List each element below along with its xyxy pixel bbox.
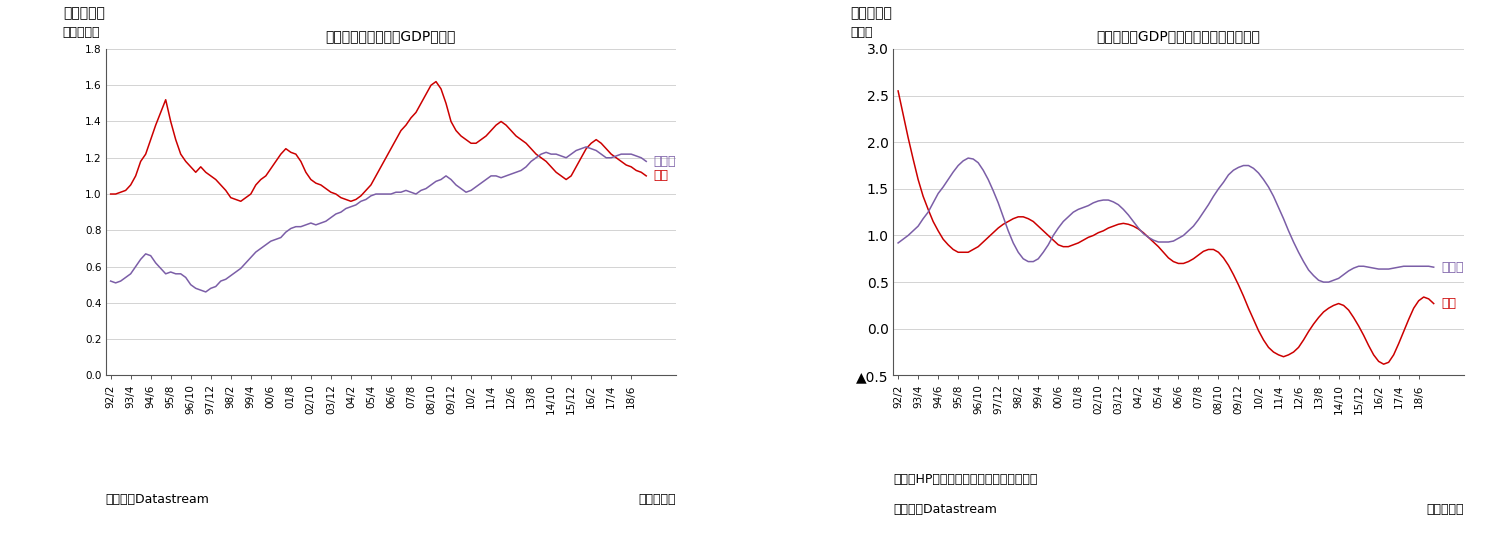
Title: 日独のドル建て名目GDPの推移: 日独のドル建て名目GDPの推移: [326, 29, 456, 44]
Text: （％）: （％）: [850, 26, 872, 39]
Text: 日本: 日本: [653, 169, 668, 182]
Text: ドイツ: ドイツ: [653, 155, 676, 168]
Text: （兆ドル）: （兆ドル）: [63, 26, 100, 39]
Text: （図表１）: （図表１）: [63, 7, 104, 21]
Text: （資料）Datastream: （資料）Datastream: [106, 493, 210, 506]
Text: ドイツ: ドイツ: [1441, 261, 1464, 274]
Text: （図表２）: （図表２）: [850, 7, 892, 21]
Text: （四半期）: （四半期）: [638, 493, 676, 506]
Text: （注）HPフィルタでトレンド成分を抽出: （注）HPフィルタでトレンド成分を抽出: [893, 473, 1038, 486]
Title: 日独の実質GDP成長率（トレンド成分）: 日独の実質GDP成長率（トレンド成分）: [1097, 29, 1260, 44]
Text: 日本: 日本: [1441, 297, 1456, 310]
Text: （四半期）: （四半期）: [1426, 503, 1464, 516]
Text: （資料）Datastream: （資料）Datastream: [893, 503, 997, 516]
